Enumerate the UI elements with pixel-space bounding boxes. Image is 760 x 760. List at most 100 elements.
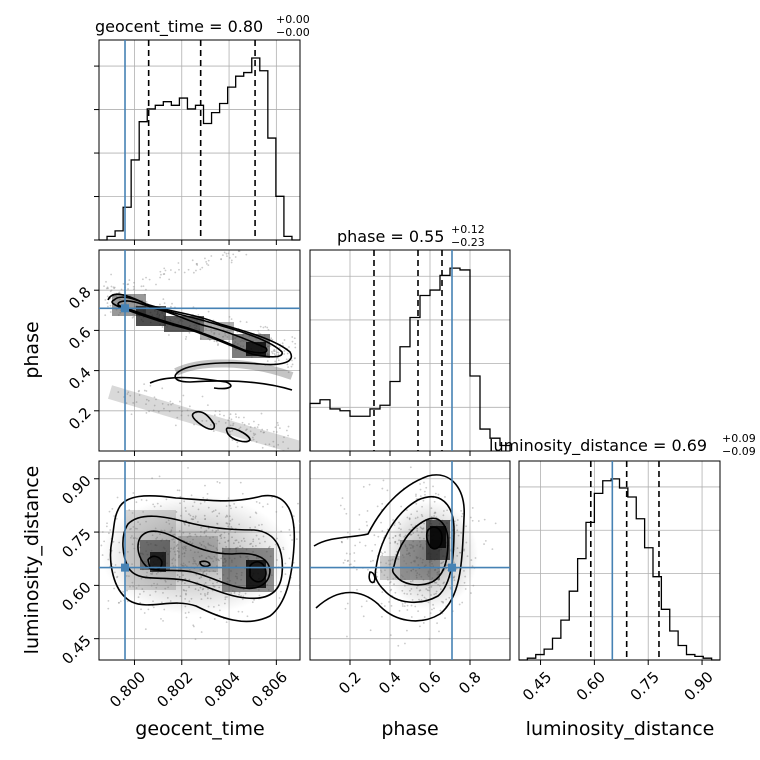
title-minus: −0.09 xyxy=(722,445,756,458)
sample-dot xyxy=(344,559,346,562)
sample-dot xyxy=(346,635,348,638)
sample-dot xyxy=(373,534,376,537)
title-text: geocent_time = 0.80 xyxy=(95,17,263,37)
sample-dot xyxy=(415,495,417,497)
sample-dot xyxy=(471,519,474,522)
sample-dot xyxy=(143,383,146,386)
sample-dot xyxy=(243,416,245,419)
sample-dot xyxy=(258,332,260,335)
sample-dot xyxy=(364,544,367,547)
sample-dot xyxy=(145,499,148,502)
sample-dot xyxy=(377,535,380,538)
sample-dot xyxy=(444,496,446,498)
sample-dot xyxy=(270,350,273,353)
sample-dot xyxy=(371,549,374,552)
panel-title-phase: phase = 0.55 +0.12 −0.23 xyxy=(337,223,485,249)
sample-dot xyxy=(346,531,349,534)
sample-dot xyxy=(127,283,130,286)
sample-dot xyxy=(179,400,181,403)
sample-dot xyxy=(109,311,112,313)
sample-dot xyxy=(107,599,110,602)
sample-dot xyxy=(423,616,426,618)
title-minus: −0.23 xyxy=(451,236,485,249)
sample-dot xyxy=(389,634,392,637)
sample-dot xyxy=(237,610,240,613)
tick-label-y: 0.75 xyxy=(58,525,94,561)
sample-dot xyxy=(182,394,185,397)
sample-dot xyxy=(225,621,228,624)
sample-dot xyxy=(229,413,232,416)
sample-dot xyxy=(163,407,165,410)
sample-dot xyxy=(93,569,95,571)
sample-dot xyxy=(113,286,116,289)
sample-dot xyxy=(231,439,234,441)
sample-dot xyxy=(278,597,281,599)
sample-dot xyxy=(285,429,288,432)
sample-dot xyxy=(278,427,281,430)
sample-dot xyxy=(494,522,497,525)
contour-outer xyxy=(313,474,465,622)
sample-dot xyxy=(287,447,290,450)
sample-dot xyxy=(403,605,406,608)
sample-dot xyxy=(113,515,116,517)
sample-dot xyxy=(239,426,242,429)
sample-dot xyxy=(107,305,109,308)
sample-dot xyxy=(86,505,88,507)
sample-dot xyxy=(429,612,432,615)
sample-dot xyxy=(101,531,104,533)
sample-dot xyxy=(287,371,290,374)
sample-dot xyxy=(340,540,343,543)
sample-dot xyxy=(400,505,403,508)
sample-dot xyxy=(212,430,215,433)
contour-tail xyxy=(368,571,376,584)
sample-dot xyxy=(104,314,107,317)
sample-dot xyxy=(199,616,202,619)
sample-dot xyxy=(142,285,145,288)
density-luminosity-distance-vs-phase xyxy=(339,466,497,647)
histogram-geocent_time xyxy=(99,40,300,241)
sample-dot xyxy=(278,347,281,349)
sample-dot xyxy=(346,560,349,562)
contour-lower-a xyxy=(149,376,232,390)
sample-dot xyxy=(96,558,98,560)
sample-dot xyxy=(241,421,244,424)
sample-dot xyxy=(191,259,194,262)
sample-dot xyxy=(109,290,112,293)
sample-dot xyxy=(126,600,129,603)
sample-dot xyxy=(192,624,195,627)
sample-dot xyxy=(458,603,461,606)
sample-dot xyxy=(178,406,181,409)
sample-dot xyxy=(159,276,161,279)
sample-dot xyxy=(343,508,346,510)
sample-dot xyxy=(292,515,295,518)
sample-dot xyxy=(271,338,274,341)
sample-dot xyxy=(131,316,134,319)
sample-dot xyxy=(254,433,257,436)
sample-dot xyxy=(216,340,218,343)
sample-dot xyxy=(369,629,372,632)
sample-dot xyxy=(229,433,232,436)
sample-dot xyxy=(251,436,254,439)
title-plus: +0.00 xyxy=(276,13,310,26)
sample-dot xyxy=(195,263,198,265)
sample-dot xyxy=(140,499,143,501)
sample-dot xyxy=(228,315,231,318)
sample-dot xyxy=(358,541,361,544)
sample-dot xyxy=(113,587,115,590)
sample-dot xyxy=(261,428,264,431)
sample-dot xyxy=(274,360,277,363)
title-text: luminosity_distance = 0.69 xyxy=(489,436,707,456)
sample-dot xyxy=(341,541,343,544)
sample-dot xyxy=(340,540,343,543)
truth-markers xyxy=(99,40,614,660)
sample-dot xyxy=(169,400,172,403)
sample-dot xyxy=(273,445,275,448)
sample-dot xyxy=(268,443,271,446)
sample-dot xyxy=(187,268,190,271)
sample-dot xyxy=(286,352,289,355)
sample-dot xyxy=(176,416,179,419)
sample-dot xyxy=(252,438,255,441)
sample-dot xyxy=(293,452,295,454)
sample-dot xyxy=(274,426,277,429)
sample-dot xyxy=(206,404,209,406)
